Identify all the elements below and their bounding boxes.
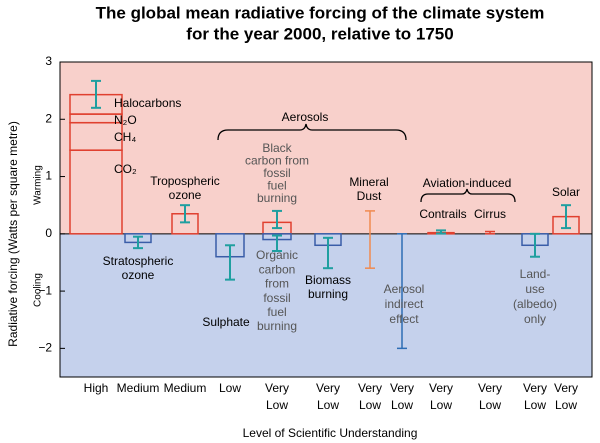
- forcing-label: from: [265, 277, 289, 291]
- x-tick-label: Low: [266, 398, 288, 412]
- x-tick-label: Low: [317, 398, 339, 412]
- x-tick-label: Low: [359, 398, 381, 412]
- segment-label: CH₄: [114, 130, 136, 144]
- chart-title: The global mean radiative forcing of the…: [96, 3, 545, 22]
- forcing-label: ozone: [122, 268, 155, 282]
- x-tick-label: Very: [358, 381, 382, 395]
- forcing-label: Contrails: [419, 207, 466, 221]
- forcing-label: fuel: [267, 179, 286, 193]
- forcing-label: Mineral: [349, 175, 388, 189]
- error-bar: [133, 235, 143, 250]
- forcing-label: Organic: [256, 248, 298, 262]
- x-tick-label: Very: [390, 381, 414, 395]
- warming-label: Warming: [33, 165, 44, 205]
- forcing-label: carbon: [259, 262, 296, 276]
- forcing-label: Tropospheric: [150, 174, 220, 188]
- cooling-label: Cooling: [33, 273, 44, 307]
- error-bar: [91, 79, 101, 109]
- error-bar: [530, 232, 540, 258]
- segment-label: CO₂: [114, 162, 137, 176]
- cooling-area: [60, 233, 592, 377]
- error-bar: [365, 210, 375, 269]
- forcing-label: Sulphate: [202, 315, 250, 329]
- error-bar: [225, 244, 235, 281]
- y-tick-label: 2: [45, 111, 52, 125]
- group-label: Aviation-induced: [423, 176, 512, 190]
- x-tick-label: Very: [478, 381, 502, 395]
- error-bar: [180, 204, 190, 224]
- group-brace: [420, 188, 516, 203]
- x-tick-label: Medium: [117, 381, 160, 395]
- y-tick-label: −1: [38, 283, 52, 297]
- x-tick-label: Low: [430, 398, 452, 412]
- y-tick-label: 0: [45, 226, 52, 240]
- forcing-label: Dust: [357, 189, 382, 203]
- plot-frame: [59, 61, 593, 378]
- forcing-label: (albedo): [513, 297, 557, 311]
- forcing-label: Stratospheric: [103, 254, 174, 268]
- group-label: Aerosols: [282, 110, 329, 124]
- error-bar: [485, 230, 495, 235]
- x-tick-label: Very: [523, 381, 547, 395]
- x-tick-label: Low: [479, 398, 501, 412]
- x-tick-label: Very: [265, 381, 289, 395]
- background: [60, 62, 592, 377]
- y-axis-title: Radiative forcing (Watts per square metr…: [6, 121, 20, 347]
- forcing-label: only: [524, 312, 546, 326]
- x-tick-label: Low: [524, 398, 546, 412]
- forcing-label: carbon from: [245, 154, 309, 168]
- forcing-label: Black: [262, 141, 292, 155]
- x-tick-label: Very: [316, 381, 340, 395]
- x-tick-label: Low: [555, 398, 577, 412]
- forcing-label: ozone: [169, 188, 202, 202]
- segment-label: N₂O: [114, 113, 137, 127]
- forcing-label: Solar: [552, 185, 580, 199]
- segment-label: Halocarbons: [114, 96, 181, 110]
- y-tick-label: 3: [45, 54, 52, 68]
- x-tick-label: Very: [429, 381, 453, 395]
- forcing-label: burning: [257, 319, 297, 333]
- forcing-label: use: [525, 282, 545, 296]
- forcing-label: effect: [389, 312, 419, 326]
- forcing-label: burning: [308, 287, 348, 301]
- forcing-label: Land-: [520, 267, 551, 281]
- x-axis-title: Level of Scientific Understanding: [243, 426, 418, 440]
- error-bar: [272, 209, 282, 230]
- error-bar: [323, 236, 333, 270]
- error-bar: [272, 234, 282, 252]
- x-tick-label: Medium: [164, 381, 207, 395]
- y-tick-label: 1: [45, 169, 52, 183]
- forcing-label: Cirrus: [474, 207, 506, 221]
- forcing-label: indirect: [385, 297, 424, 311]
- x-tick-label: Low: [219, 381, 241, 395]
- forcing-label: burning: [257, 191, 297, 205]
- chart-title: for the year 2000, relative to 1750: [186, 24, 453, 43]
- x-tick-label: Low: [391, 398, 413, 412]
- forcing-label: fossil: [263, 166, 290, 180]
- y-tick-label: −2: [38, 341, 52, 355]
- forcing-label: Biomass: [305, 273, 351, 287]
- forcing-label: fossil: [263, 291, 290, 305]
- error-bar: [436, 229, 446, 235]
- error-bar: [397, 233, 407, 350]
- forcing-label: fuel: [267, 305, 286, 319]
- error-bar: [561, 204, 571, 230]
- warming-area: [60, 62, 592, 234]
- forcing-label: Aerosol: [384, 282, 425, 296]
- group-brace: [217, 123, 407, 141]
- x-tick-label: Very: [554, 381, 578, 395]
- x-tick-label: High: [84, 381, 109, 395]
